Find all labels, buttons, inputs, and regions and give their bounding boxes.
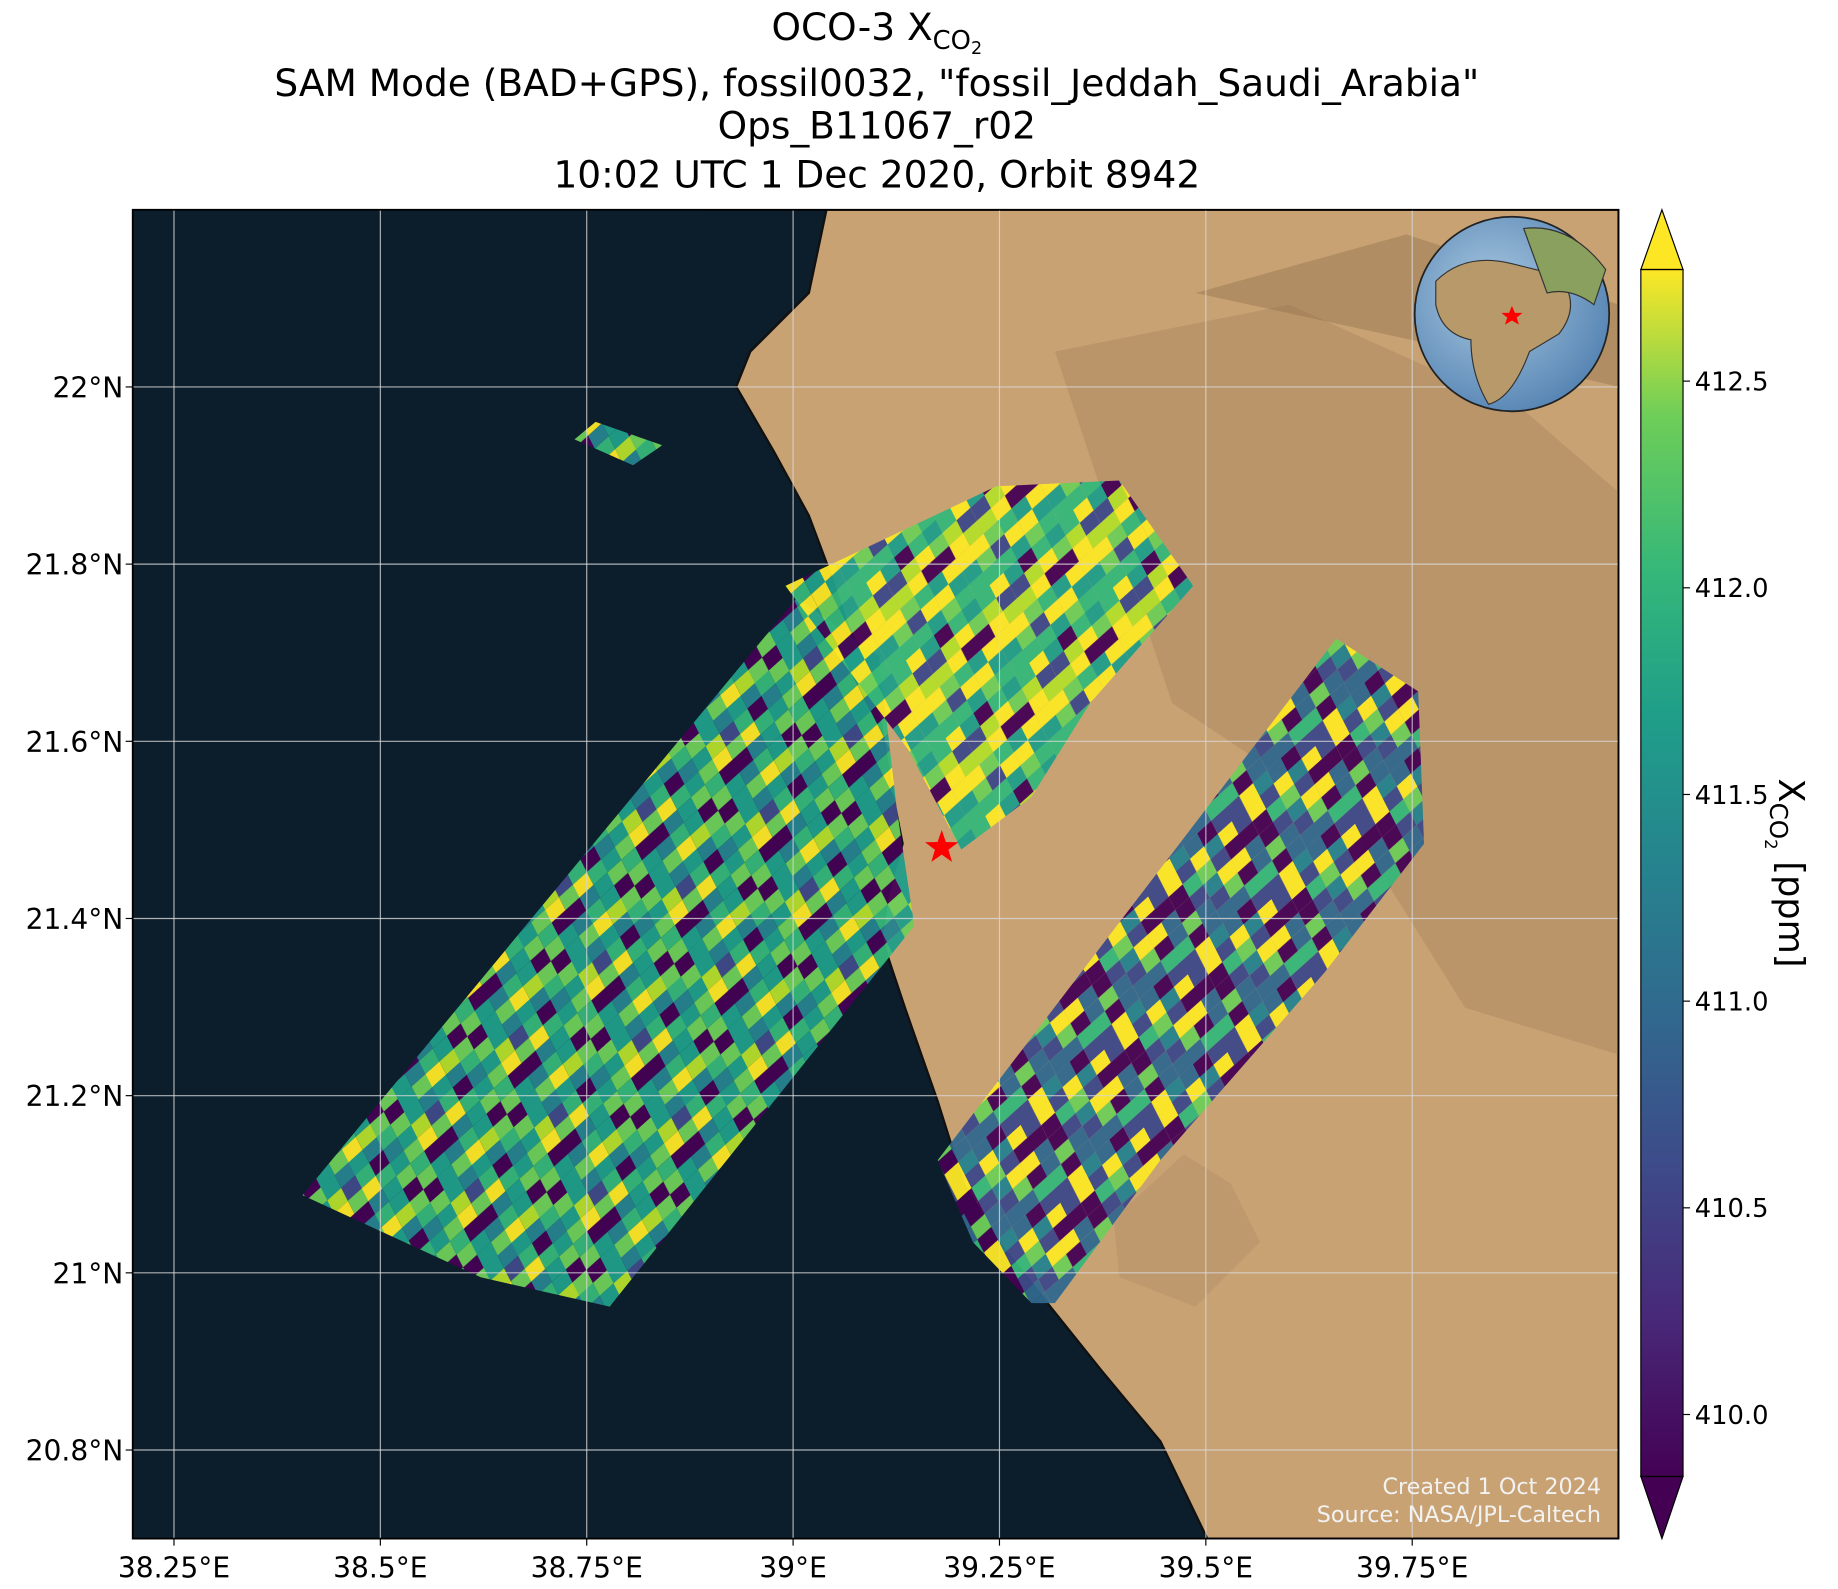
colorbar-tick-label: 412.5	[1695, 367, 1769, 397]
title-text: OCO-3 X	[771, 5, 932, 49]
x-tick-label: 39°E	[759, 1551, 827, 1584]
title-line-4: 10:02 UTC 1 Dec 2020, Orbit 8942	[553, 152, 1200, 196]
colorbar-tick-label: 412.0	[1695, 574, 1769, 604]
colorbar-label-subscript: CO	[1764, 803, 1793, 840]
title-subscript: CO	[933, 26, 971, 56]
y-tick-label: 21.2°N	[26, 1080, 124, 1113]
sounding-swath	[302, 597, 915, 1307]
colorbar-tick-label: 410.5	[1695, 1194, 1769, 1224]
colorbar-label-unit: [ppm]	[1770, 861, 1811, 967]
sounding-swath	[574, 421, 663, 466]
colorbar	[1640, 269, 1684, 1477]
y-tick-label: 21°N	[52, 1257, 123, 1290]
y-tick-label: 22°N	[52, 371, 123, 404]
x-tick-label: 39.5°E	[1159, 1551, 1253, 1584]
title-line-2: SAM Mode (BAD+GPS), fossil0032, "fossil_…	[274, 61, 1479, 105]
colorbar-label-text: X	[1770, 778, 1811, 802]
title-line-3: Ops_B11067_r02	[718, 103, 1036, 147]
colorbar-extend-max	[1640, 207, 1684, 271]
colorbar-tick-label: 410.0	[1695, 1401, 1769, 1431]
colorbar-label: XCO2 [ppm]	[1761, 778, 1811, 967]
colorbar-tick-label: 411.0	[1695, 988, 1769, 1018]
sounding-swath	[937, 638, 1425, 1304]
colorbar-frame	[1640, 268, 1684, 1478]
y-tick-label: 21.8°N	[26, 549, 124, 582]
sounding-swath	[785, 480, 1194, 850]
title-line-1: OCO-3 XCO2	[771, 5, 982, 59]
y-tick-label: 21.6°N	[26, 726, 124, 759]
basemap	[132, 209, 1619, 1539]
y-tick-label: 21.4°N	[26, 903, 124, 936]
colorbar-tick-label: 411.5	[1695, 781, 1769, 811]
site-marker	[924, 830, 959, 862]
y-tick-label: 20.8°N	[26, 1435, 124, 1468]
map-frame	[131, 208, 1620, 1540]
title-subsubscript: 2	[971, 39, 982, 59]
x-tick-label: 38.75°E	[531, 1551, 643, 1584]
x-tick-label: 38.25°E	[118, 1551, 230, 1584]
globe-inset	[1413, 215, 1611, 413]
colorbar-extend-min	[1640, 1475, 1684, 1541]
credit-source: Source: NASA/JPL-Caltech	[1317, 1502, 1601, 1528]
x-tick-label: 39.75°E	[1356, 1551, 1468, 1584]
x-tick-label: 39.25°E	[943, 1551, 1055, 1584]
credit-created: Created 1 Oct 2024	[1382, 1474, 1601, 1500]
x-tick-label: 38.5°E	[333, 1551, 427, 1584]
colorbar-label-subsubscript: 2	[1761, 839, 1780, 849]
